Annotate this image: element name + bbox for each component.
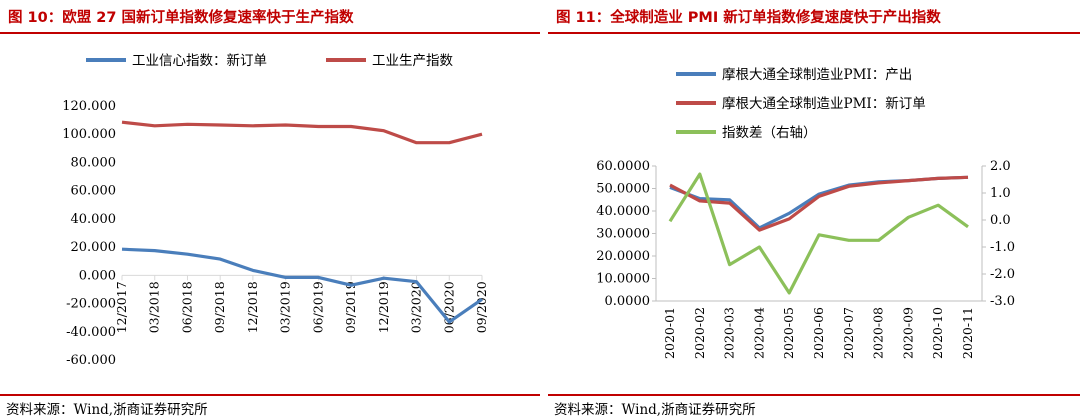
y-tick-label: 40.0000 [596,204,650,219]
x-tick-label: 06/2020 [441,281,456,333]
y2-tick-label: 2.0 [990,159,1011,174]
y2-tick-label: -3.0 [990,294,1015,309]
right-source-rule [548,394,1080,396]
x-tick-label: 09/2018 [212,281,227,333]
x-tick-label: 12/2017 [114,281,129,333]
x-tick-label: 2020-03 [722,307,737,359]
x-tick-label: 2020-09 [900,307,915,359]
left-line-chart: 120.000 100.000 80.000 60.000 40.000 20.000 0.… [62,53,489,368]
x-tick-label: 03/2018 [147,281,162,333]
y-tick-label: -20.000 [66,297,116,312]
x-tick-label: 09/2019 [343,281,358,333]
y-tick-label: 60.0000 [596,159,650,174]
x-tick-label: 2020-05 [781,307,796,359]
left-source-rule [0,394,540,396]
x-tick-label: 2020-02 [692,307,707,359]
x-tick-label: 03/2019 [278,281,293,333]
series-line-production [121,120,483,145]
legend-label: 工业信心指数：新订单 [132,53,267,69]
y-tick-label: 30.0000 [596,227,650,242]
x-tick-label: 2020-10 [930,307,945,359]
left-figure-title: 图 10：欧盟 27 国新订单指数修复速率快于生产指数 [8,10,354,26]
y-tick-label: 10.0000 [596,272,650,287]
left-title-rule [0,32,540,34]
right-figure-title: 图 11：全球制造业 PMI 新订单指数修复速度快于产出指数 [556,10,941,26]
x-tick-label: 12/2018 [245,281,260,333]
y-tick-label: 0.0000 [605,294,651,309]
x-tick-label: 06/2019 [310,281,325,333]
series-line-new-orders [669,175,969,232]
x-tick-label: 06/2018 [179,281,194,333]
y-tick-label: 100.000 [62,127,116,142]
y-tick-label: 80.000 [71,155,117,170]
legend-label: 摩根大通全球制造业PMI：新订单 [722,95,926,112]
left-figure-panel: 图 10：欧盟 27 国新订单指数修复速率快于生产指数 120.000 100.0… [0,10,540,418]
right-title-rule [548,32,1080,34]
x-tick-label: 2020-04 [751,307,766,359]
y-tick-label: 0.000 [79,268,116,283]
x-tick-label: 2020-06 [811,307,826,359]
right-figure-panel: 图 11：全球制造业 PMI 新订单指数修复速度快于产出指数 60.0000 50… [548,0,1080,420]
y2-tick-label: -2.0 [990,267,1015,282]
x-tick-label: 09/2020 [474,281,489,333]
x-tick-label: 2020-08 [871,307,886,359]
x-tick-label: 2020-01 [662,307,677,359]
y-tick-label: -60.000 [66,353,116,368]
y-tick-label: -40.000 [66,325,116,340]
y-tick-label: 20.000 [71,240,117,255]
y2-tick-label: 0.0 [990,213,1011,228]
y2-tick-label: 1.0 [990,186,1011,201]
y-tick-label: 60.000 [71,184,117,199]
right-line-chart: 60.0000 50.0000 40.0000 30.0000 20.0000 10.00… [596,66,1015,359]
y-tick-label: 50.0000 [596,182,650,197]
y2-tick-label: -1.0 [990,240,1015,255]
legend-label: 工业生产指数 [372,53,453,69]
x-tick-label: 03/2020 [409,281,424,333]
right-source-note: 资料来源：Wind,浙商证券研究所 [554,402,756,418]
series-line-index-diff [668,172,969,295]
x-tick-label: 2020-11 [960,307,975,359]
y-tick-label: 20.0000 [596,249,650,264]
x-tick-label: 12/2019 [376,281,391,333]
left-source-note: 资料来源：Wind,浙商证券研究所 [6,402,208,418]
y-tick-label: 120.000 [62,99,116,114]
x-tick-label: 2020-07 [841,307,856,359]
legend-label: 摩根大通全球制造业PMI：产出 [722,66,912,83]
legend-label: 指数差（右轴） [722,125,817,141]
series-line-new-orders [121,247,483,324]
y-tick-label: 40.000 [71,212,117,227]
